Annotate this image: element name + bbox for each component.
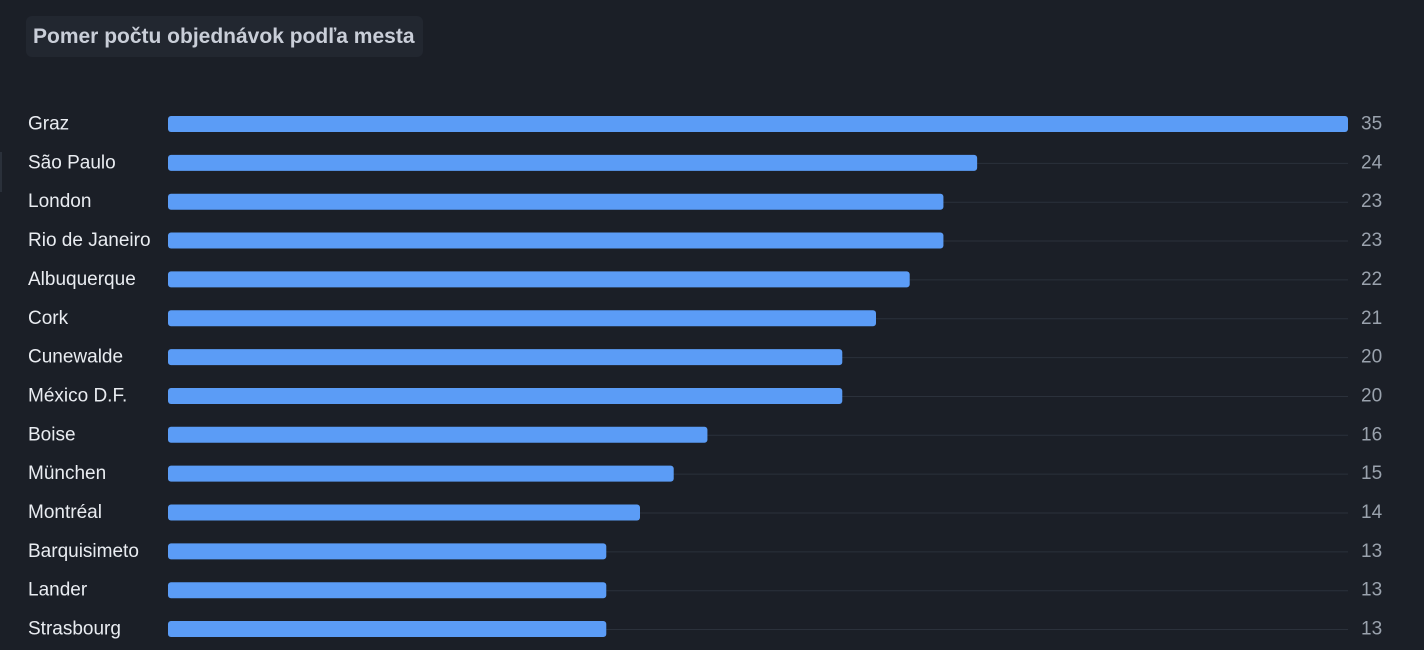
category-label: Cunewalde [28,347,123,368]
category-label: México D.F. [28,385,127,406]
value-label: 15 [1361,463,1382,484]
category-label: São Paulo [28,152,116,173]
category-label: Albuquerque [28,269,136,290]
category-labels: Graz São Paulo London Rio de Janeiro Albuque… [28,114,151,640]
category-label: Graz [28,114,69,135]
bar[interactable] [168,543,607,560]
value-label: 22 [1361,269,1382,290]
value-label: 24 [1361,152,1383,173]
bar[interactable] [168,310,876,327]
category-label: London [28,191,91,212]
value-label: 23 [1361,191,1382,212]
bar[interactable] [168,349,843,366]
value-label: 20 [1361,347,1382,368]
value-label: 20 [1361,385,1382,406]
category-label: Cork [28,308,69,329]
value-label: 23 [1361,230,1382,251]
category-label: Strasbourg [28,619,121,640]
bar[interactable] [168,232,944,249]
category-label: Barquisimeto [28,541,139,562]
value-label: 21 [1361,308,1382,329]
bar[interactable] [168,193,944,210]
bars [168,116,1348,638]
bar[interactable] [168,154,978,171]
value-label: 13 [1361,541,1382,562]
bar[interactable] [168,387,843,404]
bar[interactable] [168,504,640,521]
category-label: München [28,463,106,484]
left-edge-marker [0,152,2,192]
category-label: Rio de Janeiro [28,230,151,251]
bar[interactable] [168,582,607,599]
value-label: 13 [1361,619,1382,640]
value-labels: 35 24 23 23 22 21 20 20 16 15 14 13 13 13 [1361,114,1383,640]
category-label: Boise [28,424,76,445]
bar[interactable] [168,271,910,288]
value-label: 16 [1361,424,1382,445]
value-label: 13 [1361,580,1382,601]
bar[interactable] [168,621,607,638]
chart-title: Pomer počtu objednávok podľa mesta [26,16,423,57]
category-label: Lander [28,580,88,601]
value-label: 14 [1361,502,1383,523]
bar[interactable] [168,116,1348,132]
category-label: Montréal [28,502,102,523]
value-label: 35 [1361,114,1382,135]
bar[interactable] [168,426,708,443]
bar[interactable] [168,465,674,482]
